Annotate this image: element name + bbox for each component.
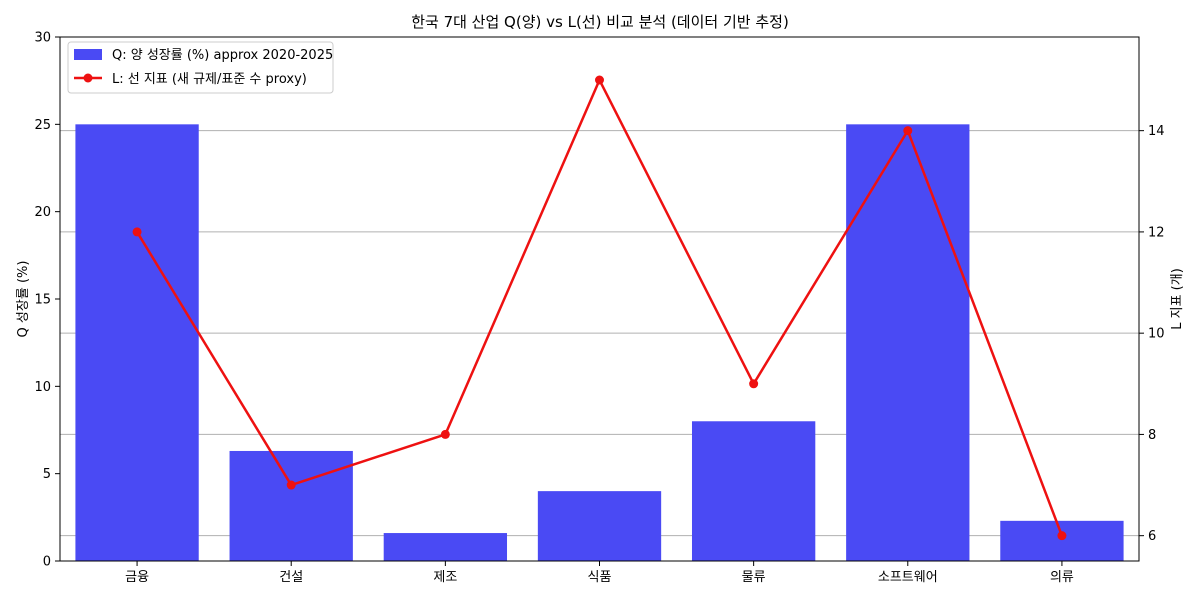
plot-frame xyxy=(59,36,1140,562)
legend: Q: 양 성장률 (%) approx 2020-2025 L: 선 지표 (새… xyxy=(67,41,334,94)
line-point xyxy=(595,75,604,85)
x-tick-label: 금융 xyxy=(125,570,149,585)
left-tick-label: 30 xyxy=(34,31,51,46)
left-tick-label: 10 xyxy=(34,380,51,395)
bar xyxy=(1000,520,1124,561)
right-tick-label: 8 xyxy=(1148,428,1156,443)
x-axis: 금융 건설 제조 식품 물류 소프트웨어 의류 xyxy=(125,561,1074,585)
legend-line-label: L: 선 지표 (새 규제/표준 수 proxy) xyxy=(112,72,307,87)
chart-title: 한국 7대 산업 Q(양) vs L(선) 비교 분석 (데이터 기반 추정) xyxy=(411,13,789,31)
bar xyxy=(383,533,508,561)
left-tick-label: 5 xyxy=(43,467,51,482)
legend-line-marker xyxy=(83,73,93,83)
right-tick-label: 14 xyxy=(1148,124,1165,139)
y-axis-title: Q 성장률 (%) xyxy=(16,261,31,338)
bar-layer xyxy=(75,124,1124,561)
x-tick-label: 의류 xyxy=(1050,570,1074,585)
left-tick-label: 25 xyxy=(34,118,51,133)
line-point xyxy=(1057,531,1067,541)
legend-bar-label: Q: 양 성장률 (%) approx 2020-2025 xyxy=(112,48,333,63)
y2-axis-title: L 지표 (개) xyxy=(1170,268,1185,330)
line-point xyxy=(286,480,296,490)
x-tick-label: 건설 xyxy=(279,570,303,585)
left-axis: 0 5 10 15 20 25 30 xyxy=(34,31,60,570)
line-point xyxy=(903,126,913,136)
legend-box xyxy=(67,41,334,94)
bar xyxy=(846,124,970,561)
bar xyxy=(229,450,353,561)
x-tick-label: 소프트웨어 xyxy=(878,570,938,585)
left-tick-label: 0 xyxy=(43,555,51,570)
bar xyxy=(537,491,662,561)
bar xyxy=(75,124,199,561)
right-axis: 6 8 10 12 14 xyxy=(1139,124,1165,544)
bar xyxy=(691,421,816,561)
line-layer xyxy=(132,75,1067,541)
x-tick-label: 물류 xyxy=(742,570,766,585)
left-tick-label: 15 xyxy=(34,293,51,308)
right-tick-label: 6 xyxy=(1148,529,1156,544)
right-tick-label: 10 xyxy=(1148,327,1165,342)
line-point xyxy=(749,379,759,389)
x-tick-label: 식품 xyxy=(588,570,612,585)
legend-bar-swatch xyxy=(74,49,102,60)
left-tick-label: 20 xyxy=(34,205,51,220)
right-tick-label: 12 xyxy=(1148,225,1165,240)
x-tick-label: 제조 xyxy=(433,570,457,585)
line-point xyxy=(132,227,142,237)
grid-layer xyxy=(60,130,1139,537)
line-point xyxy=(440,429,450,439)
